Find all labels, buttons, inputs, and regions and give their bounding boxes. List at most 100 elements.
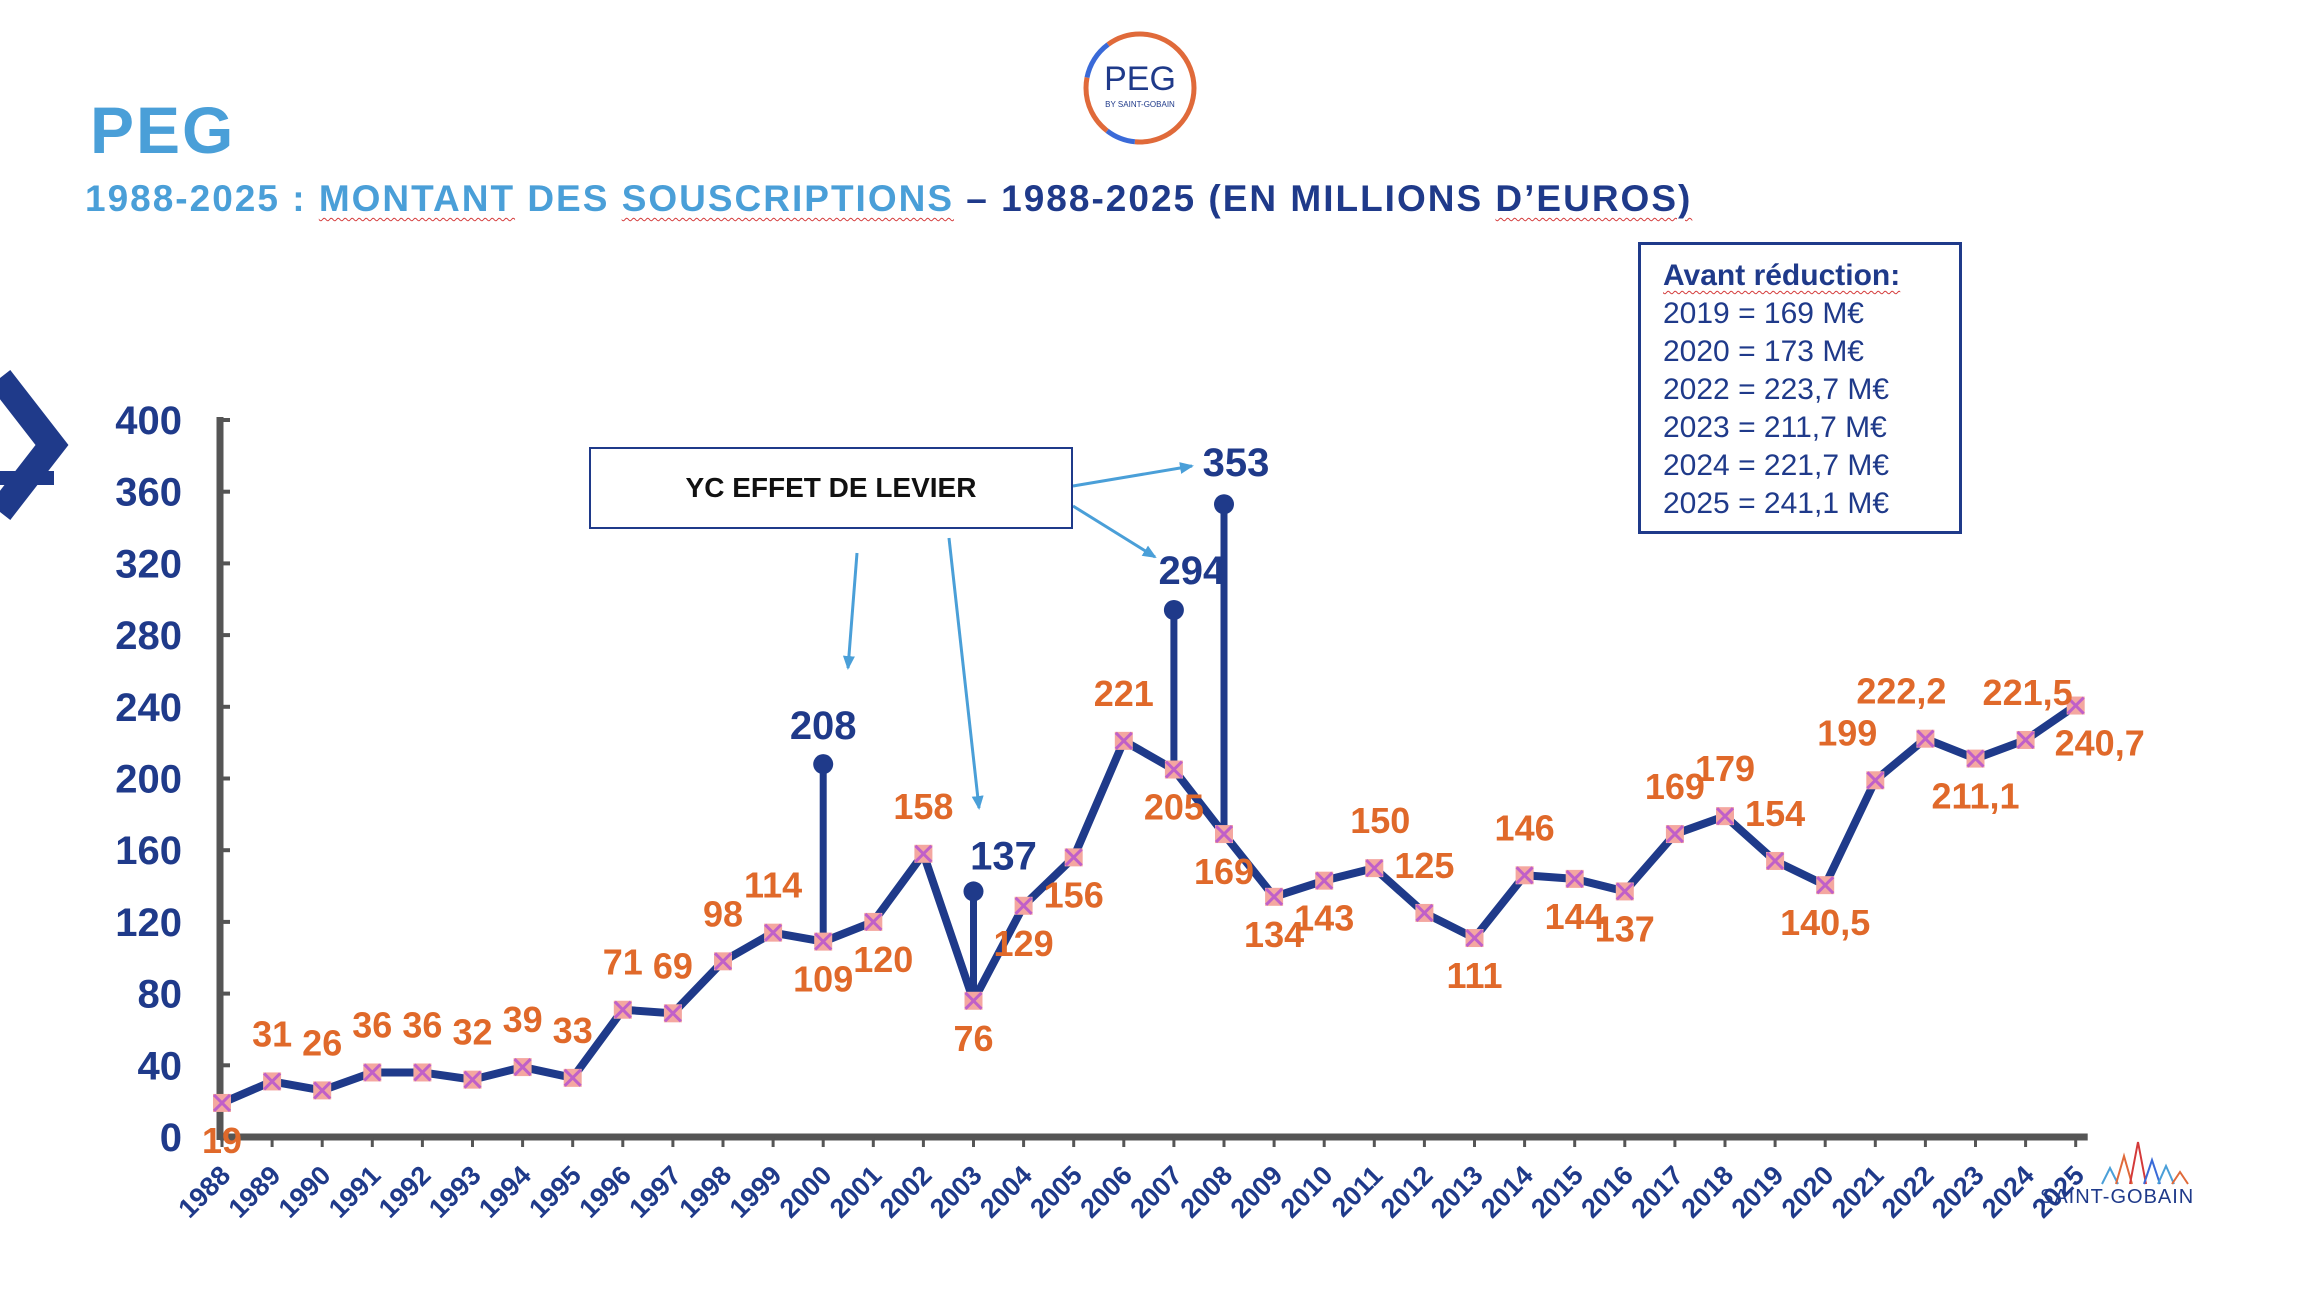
y-tick-label: 120 bbox=[115, 901, 182, 945]
data-label: 36 bbox=[352, 1004, 392, 1045]
x-tick-label: 2010 bbox=[1275, 1160, 1339, 1224]
leverage-spike-dot bbox=[1163, 600, 1184, 621]
x-tick-label: 2021 bbox=[1826, 1160, 1890, 1224]
saint-gobain-skyline-icon bbox=[2101, 1141, 2189, 1185]
marker-cross bbox=[1816, 876, 1835, 895]
x-tick-label: 2015 bbox=[1525, 1160, 1589, 1224]
data-label: 76 bbox=[953, 1018, 993, 1059]
data-label: 211,1 bbox=[1931, 776, 2019, 817]
y-tick-label: 320 bbox=[115, 542, 182, 586]
x-tick-label: 1989 bbox=[223, 1160, 287, 1224]
peg-logo-text: PEG bbox=[1104, 60, 1176, 98]
data-point-marker bbox=[1064, 848, 1083, 867]
peg-logo-subtext: BY SAINT-GOBAIN bbox=[1105, 100, 1175, 109]
data-point-marker bbox=[413, 1063, 432, 1082]
x-tick-label: 1988 bbox=[173, 1160, 237, 1224]
x-tick-label: 2008 bbox=[1175, 1160, 1239, 1224]
marker-cross bbox=[1214, 825, 1234, 844]
marker-cross bbox=[1014, 896, 1033, 915]
data-point-marker bbox=[263, 1072, 282, 1091]
marker-cross bbox=[1114, 731, 1133, 750]
data-point-marker bbox=[2066, 696, 2085, 715]
y-tick-label: 280 bbox=[115, 614, 182, 658]
x-tick-label: 2007 bbox=[1124, 1160, 1188, 1224]
leverage-label: 294 bbox=[1159, 549, 1226, 593]
marker-cross bbox=[1164, 760, 1183, 779]
data-point-marker bbox=[713, 952, 733, 971]
data-label: 129 bbox=[994, 923, 1054, 964]
x-tick-label: 2004 bbox=[974, 1160, 1038, 1224]
data-point-marker bbox=[613, 1000, 632, 1019]
arrow-to-2007 bbox=[1072, 504, 1157, 559]
y-tick-labels: 0 40 80 120 160 200 240 280 320 360 400 bbox=[115, 399, 182, 1160]
marker-cross bbox=[964, 991, 983, 1010]
data-point-marker bbox=[814, 932, 833, 951]
data-label: 69 bbox=[653, 945, 693, 986]
data-point-marker bbox=[964, 991, 983, 1010]
data-label: 137 bbox=[1595, 908, 1655, 949]
marker-cross bbox=[363, 1063, 382, 1082]
left-edge-arrow-icon bbox=[0, 370, 69, 520]
x-tick-label: 2017 bbox=[1625, 1160, 1689, 1224]
data-point-marker bbox=[1565, 869, 1584, 888]
marker-cross bbox=[914, 844, 933, 863]
x-tick-label: 1994 bbox=[473, 1160, 537, 1224]
x-tick-label: 1998 bbox=[674, 1160, 738, 1224]
x-tick-labels: 1988198919901991199219931994199519961997… bbox=[173, 1160, 2090, 1224]
subtitle-part-2: MONTANT bbox=[318, 178, 516, 219]
marker-cross bbox=[263, 1072, 282, 1091]
data-point-marker bbox=[2016, 730, 2035, 750]
data-label: 240,7 bbox=[2055, 723, 2145, 764]
x-tick-label: 2013 bbox=[1425, 1160, 1489, 1224]
data-point-marker bbox=[1916, 729, 1935, 748]
data-point-marker bbox=[1515, 866, 1534, 885]
x-tick-label: 2003 bbox=[924, 1160, 988, 1224]
data-label: 146 bbox=[1495, 807, 1555, 848]
data-point-marker bbox=[563, 1068, 582, 1087]
data-label: 222,2 bbox=[1856, 671, 1946, 712]
x-tick-label: 2020 bbox=[1776, 1160, 1840, 1224]
leverage-callout: YC EFFET DE LEVIER bbox=[589, 447, 1073, 529]
marker-cross bbox=[1615, 882, 1634, 901]
note-line: 2025 = 241,1 M€ bbox=[1663, 487, 1890, 520]
data-label: 221 bbox=[1094, 673, 1154, 714]
x-tick-label: 2023 bbox=[1926, 1160, 1990, 1224]
data-label: 71 bbox=[603, 942, 643, 983]
x-tick-label: 2019 bbox=[1726, 1160, 1790, 1224]
leverage-spike-dot bbox=[963, 881, 984, 902]
subtitle-part-3: DES bbox=[515, 178, 622, 219]
data-point-marker bbox=[1114, 731, 1133, 750]
marker-cross bbox=[713, 952, 733, 971]
note-title: Avant réduction: bbox=[1663, 257, 1959, 295]
callout-arrows bbox=[842, 462, 1194, 810]
marker-cross bbox=[764, 923, 783, 942]
x-tick-label: 2018 bbox=[1676, 1160, 1740, 1224]
data-point-marker bbox=[1615, 882, 1634, 901]
data-label: 169 bbox=[1194, 851, 1254, 892]
data-point-marker bbox=[1665, 825, 1684, 844]
series-markers bbox=[212, 696, 2085, 1113]
x-tick-label: 2011 bbox=[1326, 1160, 1389, 1223]
y-tick-label: 200 bbox=[115, 758, 182, 802]
marker-cross bbox=[1064, 848, 1083, 867]
y-tick-label: 0 bbox=[160, 1116, 182, 1160]
data-point-marker bbox=[1816, 876, 1835, 895]
leverage-spikes bbox=[813, 494, 1234, 1001]
marker-cross bbox=[313, 1081, 332, 1100]
marker-cross bbox=[1265, 887, 1284, 906]
data-point-marker bbox=[313, 1081, 332, 1100]
data-label: 33 bbox=[553, 1010, 593, 1051]
x-tick-label: 2006 bbox=[1074, 1160, 1138, 1224]
data-point-marker bbox=[764, 923, 783, 942]
peg-logo: PEG BY SAINT-GOBAIN bbox=[1082, 30, 1198, 146]
subtitle-part-1: 1988-2025 : bbox=[85, 178, 319, 219]
marker-cross bbox=[563, 1068, 582, 1087]
x-tick-label: 2001 bbox=[824, 1160, 888, 1224]
marker-cross bbox=[1866, 771, 1885, 790]
marker-cross bbox=[1665, 825, 1684, 844]
marker-cross bbox=[814, 932, 833, 951]
data-point-marker bbox=[864, 912, 883, 931]
